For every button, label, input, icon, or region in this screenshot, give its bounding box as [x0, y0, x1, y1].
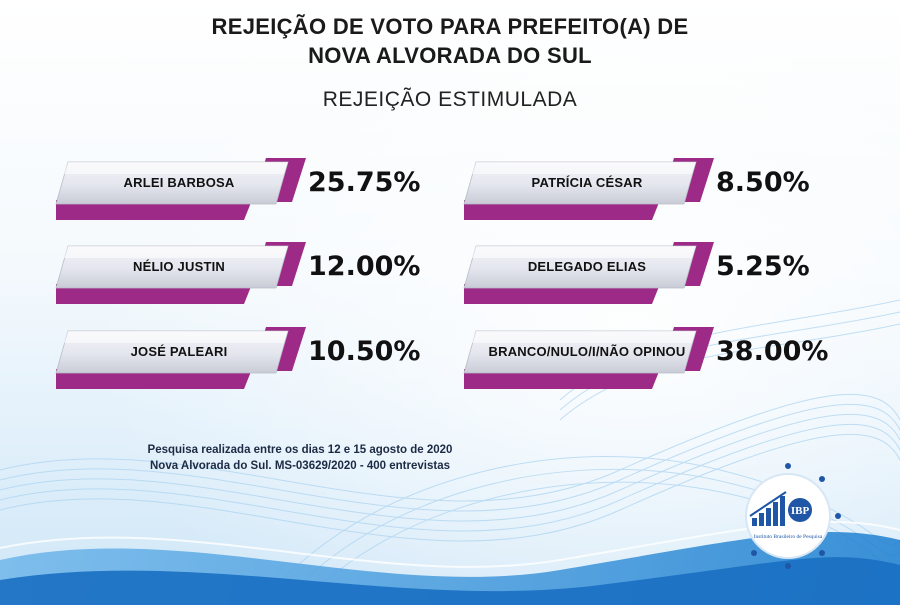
chart-subtitle: REJEIÇÃO ESTIMULADA	[322, 88, 578, 111]
rejection-percent: 10.50%	[308, 335, 421, 367]
candidate-plate	[463, 158, 714, 220]
chart-title-line-1: REJEIÇÃO DE VOTO PARA PREFEITO(A) DE	[211, 14, 689, 39]
candidate-name: PATRÍCIA CÉSAR	[531, 174, 643, 190]
candidate-row: NÉLIO JUSTIN 12.00%	[52, 240, 452, 310]
candidate-name: NÉLIO JUSTIN	[133, 258, 225, 274]
candidate-row: PATRÍCIA CÉSAR 8.50%	[460, 156, 860, 226]
candidate-row: JOSÉ PALEARI 10.50%	[52, 325, 452, 395]
candidate-plate	[463, 327, 714, 389]
rejection-percent: 25.75%	[308, 166, 421, 198]
survey-note-line-1: Pesquisa realizada entre os dias 12 e 15…	[147, 444, 453, 456]
chart-title-line-2: NOVA ALVORADA DO SUL	[308, 43, 592, 68]
candidate-plate	[55, 158, 306, 220]
logo-mark-text: IBP	[791, 505, 810, 517]
rejection-percent: 5.25%	[716, 250, 810, 282]
candidate-row: ARLEI BARBOSA 25.75%	[52, 156, 452, 226]
logo-caption-text: Instituto Brasileiro de Pesquisa	[754, 534, 823, 540]
survey-note-line-2: Nova Alvorada do Sul. MS-03629/2020 - 40…	[150, 460, 450, 472]
candidate-name: DELEGADO ELIAS	[527, 258, 647, 274]
candidate-plate	[463, 242, 714, 304]
candidate-name: ARLEI BARBOSA	[123, 174, 235, 190]
candidate-row: DELEGADO ELIAS 5.25%	[460, 240, 860, 310]
rejection-percent: 12.00%	[308, 250, 421, 282]
candidate-row: BRANCO/NULO/I/NÃO OPINOU 38.00%	[460, 325, 860, 395]
candidate-name: JOSÉ PALEARI	[130, 343, 228, 359]
ibp-logo: IBP Instituto Brasileiro de Pesquisa	[745, 463, 841, 569]
candidate-name: BRANCO/NULO/I/NÃO OPINOU	[488, 343, 686, 359]
rejection-percent: 8.50%	[716, 166, 810, 198]
rejection-percent: 38.00%	[716, 335, 829, 367]
candidate-plate	[55, 327, 306, 389]
candidate-plate	[55, 242, 306, 304]
